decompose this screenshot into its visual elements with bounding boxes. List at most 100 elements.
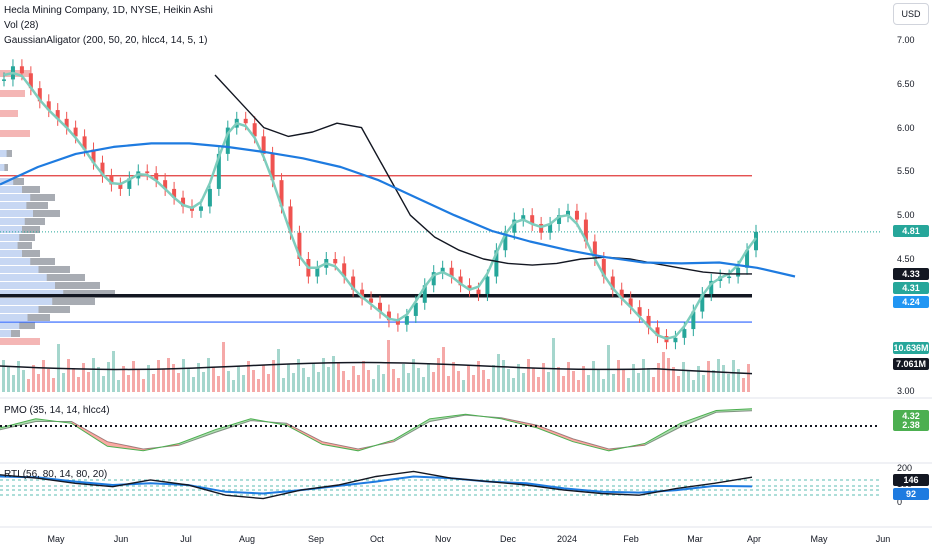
- volume-bar: [292, 373, 295, 392]
- candle-body: [216, 153, 221, 189]
- profile-bar-highlight: [13, 178, 24, 185]
- volume-bar: [282, 378, 285, 392]
- volume-bars: [2, 338, 750, 392]
- volume-bar: [732, 360, 735, 392]
- candle-body: [503, 232, 508, 251]
- candle-body: [91, 149, 96, 163]
- profile-bar-highlight: [38, 306, 70, 313]
- fast-average-line: [3, 71, 757, 340]
- currency-button[interactable]: USD: [893, 3, 929, 25]
- volume-bar: [357, 375, 360, 392]
- candle-body: [601, 259, 606, 277]
- pmo-fill: [214, 418, 251, 433]
- candle-body: [727, 276, 732, 279]
- volume-bar: [127, 375, 130, 392]
- price-badge: 4.81: [893, 225, 929, 237]
- pmo-fill: [322, 441, 359, 451]
- volume-bar: [367, 370, 370, 392]
- volume-bar: [272, 360, 275, 392]
- candle-body: [449, 267, 454, 277]
- volume-bar: [47, 369, 50, 392]
- volume-bar: [632, 364, 635, 392]
- volume-bar: [647, 368, 650, 392]
- time-tick: Sep: [308, 534, 324, 544]
- volume-bar: [557, 367, 560, 392]
- price-badge: 4.24: [893, 296, 929, 308]
- candle-body: [64, 118, 69, 128]
- profile-bar: [0, 330, 20, 337]
- volume-bar: [672, 367, 675, 392]
- volume-bar: [342, 371, 345, 392]
- volume-bar: [287, 364, 290, 392]
- volume-average-line: [0, 361, 753, 375]
- candle-body: [207, 188, 212, 207]
- volume-bar: [322, 358, 325, 392]
- volume-bar: [617, 360, 620, 392]
- volume-bar: [702, 375, 705, 392]
- profile-bar-highlight: [52, 298, 95, 305]
- volume-bar: [42, 360, 45, 392]
- time-tick: Nov: [435, 534, 452, 544]
- volume-bar: [252, 370, 255, 392]
- volume-bar: [352, 366, 355, 392]
- time-tick: Feb: [623, 534, 639, 544]
- volume-bar: [722, 365, 725, 392]
- profile-bar-highlight: [38, 266, 70, 273]
- volume-bar: [472, 375, 475, 392]
- candle-body: [2, 79, 6, 81]
- pmo-fill: [107, 441, 144, 451]
- volume-bar: [132, 361, 135, 392]
- candle-body: [431, 272, 436, 286]
- volume-bar: [712, 370, 715, 392]
- candle-body: [700, 294, 705, 312]
- rti-pane: [0, 470, 880, 500]
- volume-bar: [162, 369, 165, 392]
- profile-bar: [0, 274, 85, 281]
- candle-body: [172, 188, 177, 198]
- candle-body: [243, 118, 248, 124]
- candle-body: [628, 298, 633, 308]
- volume-bar: [27, 379, 30, 392]
- indicator-badge: 2.38: [893, 419, 929, 431]
- profile-bar: [0, 250, 40, 257]
- volume-bar: [192, 377, 195, 392]
- volume-profile: [0, 70, 115, 345]
- volume-bar: [532, 368, 535, 392]
- candle-body: [413, 302, 418, 316]
- candle-body: [386, 311, 391, 321]
- volume-bar: [527, 359, 530, 392]
- candle-body: [342, 263, 347, 277]
- pmo-fill: [429, 414, 466, 422]
- candle-body: [745, 250, 750, 268]
- volume-bar: [667, 358, 670, 392]
- volume-bar: [517, 364, 520, 392]
- volume-bar: [512, 378, 515, 392]
- volume-bar: [167, 358, 170, 392]
- profile-bar: [0, 306, 70, 313]
- profile-bar: [0, 218, 45, 225]
- profile-bar: [0, 194, 55, 201]
- volume-bar: [607, 345, 610, 392]
- candle-body: [127, 178, 132, 189]
- grid: [0, 397, 932, 528]
- rti-tick: 200: [897, 463, 912, 473]
- volume-bar: [332, 356, 335, 392]
- rti-label: RTI (56, 80, 14, 80, 20): [4, 469, 108, 480]
- time-tick: Oct: [370, 534, 385, 544]
- profile-bar: [0, 258, 55, 265]
- volume-bar: [92, 358, 95, 392]
- volume-bar: [197, 363, 200, 392]
- volume-bar: [37, 374, 40, 392]
- volume-bar: [692, 380, 695, 392]
- volume-bar: [257, 379, 260, 392]
- volume-bar: [577, 380, 580, 392]
- candle-body: [673, 337, 678, 343]
- candles: [2, 59, 758, 350]
- candle-body: [583, 219, 588, 242]
- volume-bar: [177, 373, 180, 392]
- volume-bar: [397, 378, 400, 392]
- candle-body: [422, 285, 427, 303]
- profile-bar-highlight: [27, 314, 50, 321]
- volume-bar: [522, 373, 525, 392]
